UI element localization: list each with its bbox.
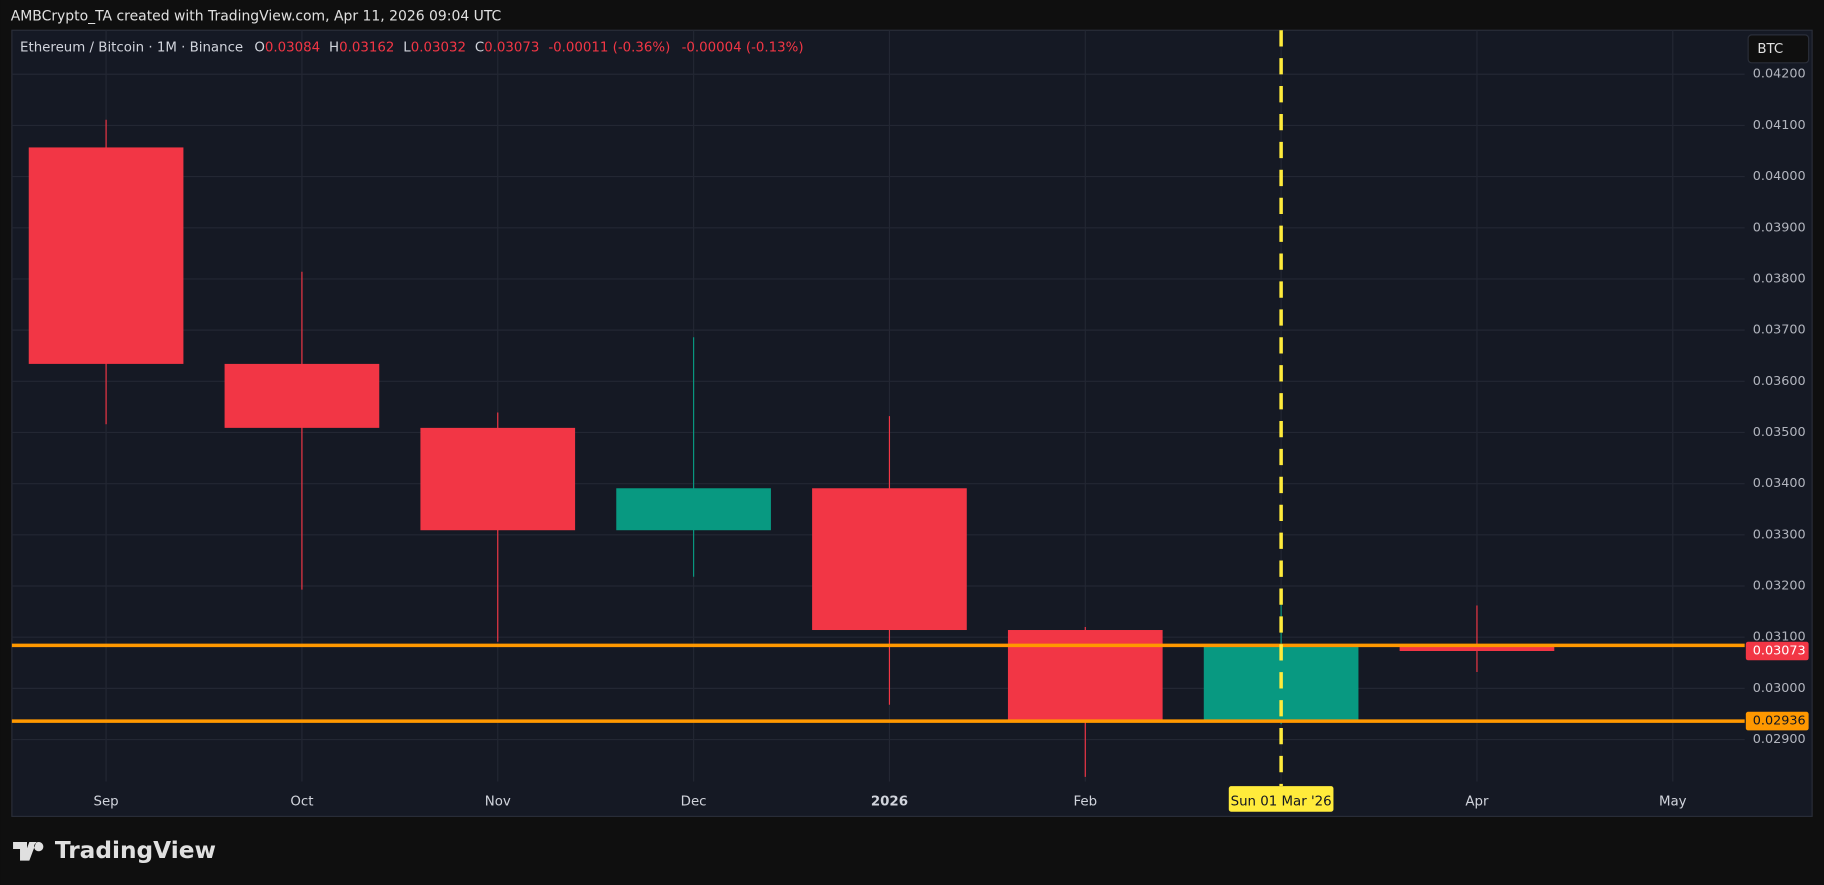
candle-body (616, 488, 771, 531)
marks (11, 30, 1745, 787)
ohlc-label: O (254, 41, 265, 56)
legend: Ethereum / Bitcoin · 1M · Binance O0.030… (20, 41, 804, 56)
logo-icon (13, 841, 44, 861)
change: -0.00011 (-0.36%) (548, 41, 670, 56)
y-tick-label: 0.03800 (1753, 271, 1806, 286)
candle-body (1399, 645, 1555, 651)
y-tick-label: 0.03500 (1753, 425, 1806, 440)
x-tick-label: May (1659, 794, 1687, 809)
y-tick-label: 0.03000 (1753, 681, 1806, 696)
x-tick-label: Feb (1073, 794, 1097, 809)
y-tick-label: 0.04100 (1753, 118, 1806, 133)
x-tick-label: Apr (1465, 794, 1489, 809)
x-tick-label: 2026 (871, 794, 908, 809)
y-tick-label: 0.03400 (1753, 476, 1806, 491)
crosshair-label-bg (1228, 786, 1334, 812)
ohlc-value: 0.03073 (484, 41, 539, 56)
x-tick-label: Sep (93, 794, 118, 809)
x-tick-label: Oct (290, 794, 313, 809)
candle-body (420, 427, 576, 531)
header-credit: AMBCrypto_TA created with TradingView.co… (11, 8, 502, 24)
y-tick-label: 0.04000 (1753, 169, 1806, 184)
hline-label: 0.02936 (1753, 714, 1806, 729)
price-label-bg (1745, 641, 1809, 661)
price-label: 0.03073 (1753, 643, 1806, 658)
logo-text: TradingView (55, 837, 216, 864)
hline-label-bg (1745, 711, 1809, 731)
x-tick-label: Nov (485, 794, 511, 809)
currency[interactable]: BTC (1757, 42, 1783, 57)
candle-body (812, 488, 967, 631)
y-tick-label: 0.03100 (1753, 630, 1806, 645)
y-tick-label: 0.03300 (1753, 527, 1806, 542)
y-tick-label: 0.04200 (1753, 67, 1806, 82)
x-tick-label: Sun 01 Mar '26 (1231, 794, 1332, 809)
ohlc-label: H (329, 41, 339, 56)
change: -0.00004 (-0.13%) (682, 41, 804, 56)
candle-body (28, 147, 184, 364)
ohlc-value: 0.03162 (339, 41, 394, 56)
ohlc-value: 0.03084 (265, 41, 320, 56)
y-tick-label: 0.03900 (1753, 220, 1806, 235)
y-tick-label: 0.02900 (1753, 732, 1806, 747)
candle-body (224, 363, 380, 428)
ohlc-value: 0.03032 (411, 41, 466, 56)
ohlc-label: C (475, 41, 484, 56)
y-tick-label: 0.03200 (1753, 579, 1806, 594)
ohlc-label: L (403, 41, 411, 56)
y-tick-label: 0.03600 (1753, 374, 1806, 389)
symbol: Ethereum / Bitcoin · 1M · Binance (20, 41, 243, 56)
x-tick-label: Dec (681, 794, 707, 809)
y-tick-label: 0.03700 (1753, 323, 1806, 338)
currency-button[interactable] (1747, 34, 1810, 64)
